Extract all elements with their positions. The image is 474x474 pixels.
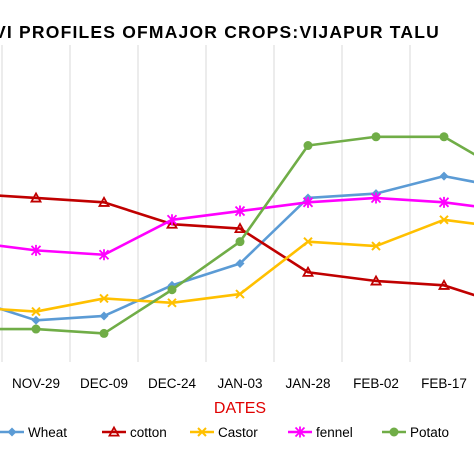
data-point <box>99 293 109 304</box>
data-point <box>233 222 247 234</box>
data-point <box>439 132 449 142</box>
data-point <box>31 324 41 334</box>
data-point <box>97 195 111 207</box>
data-point <box>165 217 179 229</box>
legend-marker <box>389 427 399 437</box>
series-line <box>0 194 474 297</box>
x-tick-label: DEC-24 <box>148 376 197 391</box>
data-point <box>30 244 42 256</box>
data-point <box>302 196 314 208</box>
legend-marker <box>294 426 306 438</box>
legend-item-fennel: fennel <box>288 425 353 440</box>
data-point <box>234 205 246 217</box>
data-point <box>371 241 381 251</box>
legend-label: Castor <box>218 425 258 440</box>
x-axis-title: DATES <box>214 400 266 417</box>
legend-label: cotton <box>130 425 167 440</box>
legend-item-wheat: Wheat <box>0 425 67 440</box>
series-wheat <box>0 171 474 325</box>
gridlines <box>1 45 411 362</box>
series-lines <box>0 132 474 338</box>
legend-marker <box>7 427 17 437</box>
legend-label: Potato <box>410 425 449 440</box>
data-point <box>301 265 315 277</box>
legend-marker <box>197 427 207 437</box>
x-axis-tick-labels: NOV-29 DEC-09 DEC-24 JAN-03 JAN-28 FEB-02 FEB-… <box>12 376 467 391</box>
data-point <box>166 214 178 226</box>
legend-label: Wheat <box>28 425 67 440</box>
legend: Wheat cotton Castor fennel Potato <box>0 425 449 440</box>
data-point <box>29 191 43 203</box>
x-tick-label: JAN-28 <box>285 376 330 391</box>
x-tick-label: NOV-29 <box>12 376 60 391</box>
series-potato <box>0 132 474 338</box>
chart-title: VI PROFILES OFMAJOR CROPS:VIJAPUR TALU <box>0 22 440 42</box>
legend-marker <box>107 425 121 437</box>
data-point <box>370 192 382 204</box>
series-cotton <box>0 191 474 297</box>
data-point <box>439 215 449 225</box>
legend-item-castor: Castor <box>190 425 258 440</box>
data-point <box>235 259 245 268</box>
data-point <box>167 298 177 308</box>
series-fennel <box>0 192 474 261</box>
legend-label: fennel <box>316 425 353 440</box>
data-point <box>235 289 245 299</box>
data-point <box>303 141 313 151</box>
x-tick-label: FEB-02 <box>353 376 399 391</box>
data-point <box>31 315 41 325</box>
data-point <box>303 236 313 247</box>
x-tick-label: FEB-17 <box>421 376 467 391</box>
series-line <box>0 196 474 257</box>
data-point <box>31 306 41 317</box>
data-point <box>369 274 383 286</box>
data-point <box>438 196 450 208</box>
data-point <box>439 171 449 181</box>
data-point <box>167 285 177 295</box>
x-tick-label: DEC-09 <box>80 376 128 391</box>
data-point <box>235 237 245 247</box>
x-tick-label: JAN-03 <box>217 376 262 391</box>
data-point <box>99 328 109 338</box>
series-castor <box>0 215 474 317</box>
legend-item-potato: Potato <box>382 425 449 440</box>
data-point <box>437 278 451 290</box>
legend-item-cotton: cotton <box>102 425 167 440</box>
data-point <box>371 132 381 142</box>
data-point <box>99 311 109 321</box>
series-line <box>0 174 474 322</box>
data-point <box>98 249 110 261</box>
